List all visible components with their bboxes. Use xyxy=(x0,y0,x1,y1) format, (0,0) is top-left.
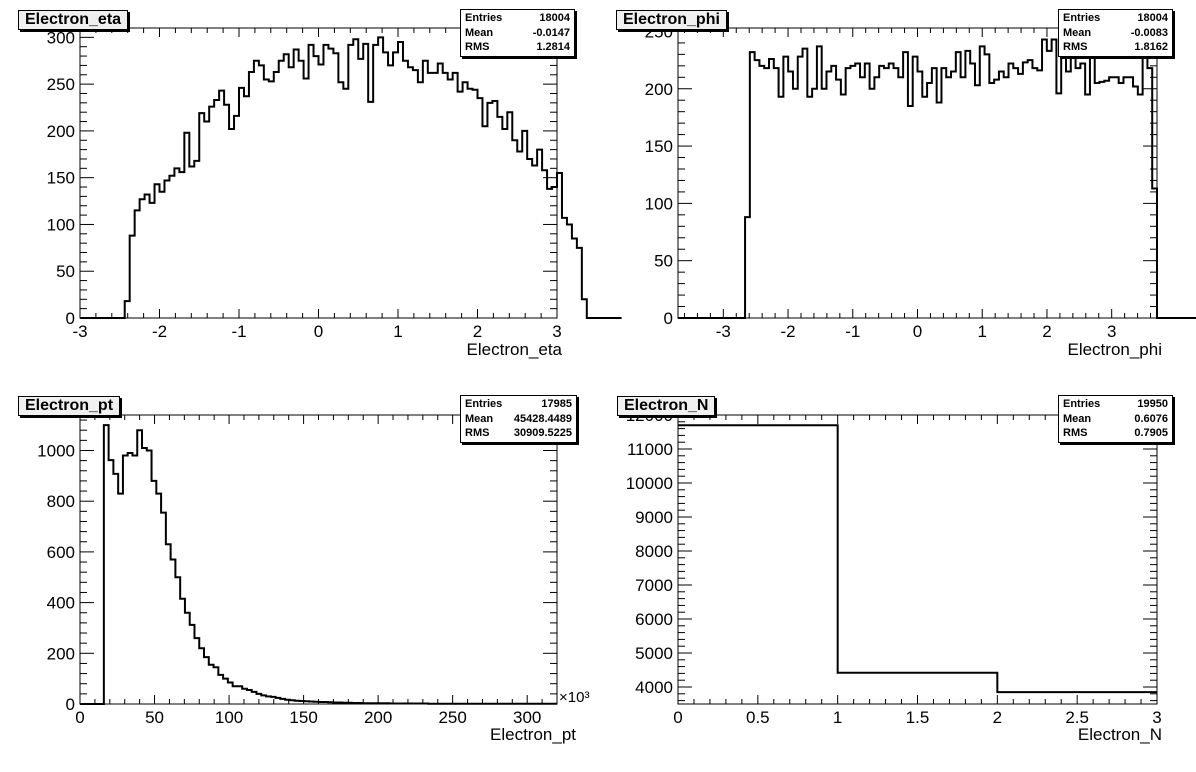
x-axis-title: Electron_phi xyxy=(1067,340,1162,359)
stats-row-entries: Entries 17985 xyxy=(465,398,572,410)
stats-row-rms: RMS 30909.5225 xyxy=(465,427,572,439)
x-axis-title: Electron_pt xyxy=(490,725,576,744)
x-tick-label: 100 xyxy=(215,708,243,727)
electron-eta-stats-box: Entries 18004 Mean -0.0147 RMS 1.2814 xyxy=(460,9,575,57)
y-tick-label: 0 xyxy=(664,309,673,328)
y-tick-label: 4000 xyxy=(635,678,673,697)
stats-row-entries: Entries 18004 xyxy=(465,12,570,24)
stats-row-mean: Mean -0.0083 xyxy=(1063,26,1168,39)
y-tick-label: 200 xyxy=(645,80,673,99)
x-tick-label: 2.5 xyxy=(1065,708,1089,727)
y-tick-label: 5000 xyxy=(635,644,673,663)
x-tick-label: 1.5 xyxy=(906,708,930,727)
x-tick-label: 3 xyxy=(552,322,561,341)
y-tick-label: 9000 xyxy=(635,508,673,527)
y-tick-label: 0 xyxy=(66,309,75,328)
y-tick-label: 11000 xyxy=(627,440,673,459)
y-tick-label: 0 xyxy=(66,695,75,714)
y-tick-label: 100 xyxy=(645,194,673,213)
y-tick-label: 200 xyxy=(47,122,75,141)
stats-row-mean: Mean 0.6076 xyxy=(1063,412,1168,425)
histogram-series xyxy=(80,36,622,319)
stats-row-rms: RMS 1.8162 xyxy=(1063,41,1168,53)
y-tick-label: 8000 xyxy=(635,542,673,561)
x-tick-label: 2 xyxy=(473,322,482,341)
x-tick-label: 250 xyxy=(438,708,466,727)
stats-row-entries: Entries 19950 xyxy=(1063,398,1168,410)
y-tick-label: 1000 xyxy=(37,441,75,460)
y-tick-label: 200 xyxy=(47,644,75,663)
electron-n-title: Electron_N xyxy=(617,396,716,416)
x-tick-label: 1 xyxy=(833,708,842,727)
x-tick-label: -2 xyxy=(152,322,167,341)
x-tick-label: 0 xyxy=(75,708,84,727)
plot-frame xyxy=(677,414,1158,705)
y-tick-label: 10000 xyxy=(626,474,673,493)
x-tick-label: 2 xyxy=(1042,322,1051,341)
x-tick-label: 0 xyxy=(913,322,922,341)
y-tick-label: 7000 xyxy=(635,576,673,595)
x-tick-label: 3 xyxy=(1152,708,1161,727)
x-tick-label: 150 xyxy=(289,708,317,727)
x-multiplier: ×10³ xyxy=(559,689,589,706)
x-tick-label: 200 xyxy=(364,708,392,727)
electron-eta-title: Electron_eta xyxy=(18,10,129,30)
x-tick-label: 300 xyxy=(513,708,541,727)
y-tick-label: 400 xyxy=(47,594,75,613)
y-tick-label: 150 xyxy=(645,137,673,156)
histogram-series xyxy=(678,424,1157,694)
x-tick-label: 1 xyxy=(393,322,402,341)
electron-pt-title: Electron_pt xyxy=(18,396,121,416)
x-tick-label: -3 xyxy=(72,322,87,341)
electron-n-stats-box: Entries 19950 Mean 0.6076 RMS 0.7905 xyxy=(1058,395,1173,443)
x-tick-label: -3 xyxy=(716,322,731,341)
x-tick-label: 0.5 xyxy=(746,708,770,727)
x-tick-label: 50 xyxy=(145,708,164,727)
x-tick-label: 1 xyxy=(977,322,986,341)
stats-row-rms: RMS 0.7905 xyxy=(1063,427,1168,439)
stats-row-mean: Mean -0.0147 xyxy=(465,26,570,39)
y-tick-label: 50 xyxy=(654,252,673,271)
y-tick-label: 600 xyxy=(47,543,75,562)
y-tick-label: 800 xyxy=(47,492,75,511)
x-tick-label: 3 xyxy=(1107,322,1116,341)
x-tick-label: -2 xyxy=(780,322,795,341)
stats-row-rms: RMS 1.2814 xyxy=(465,41,570,53)
histogram-series xyxy=(80,424,557,705)
y-tick-label: 100 xyxy=(47,215,75,234)
x-tick-label: -1 xyxy=(231,322,246,341)
x-tick-label: 0 xyxy=(314,322,323,341)
x-tick-label: 2 xyxy=(993,708,1002,727)
y-tick-label: 150 xyxy=(47,169,75,188)
y-tick-label: 6000 xyxy=(635,610,673,629)
histogram-series xyxy=(678,38,1196,319)
electron-pt-stats-box: Entries 17985 Mean 45428.4489 RMS 30909.522… xyxy=(460,395,577,443)
x-axis-title: Electron_eta xyxy=(467,340,563,359)
electron-phi-title: Electron_phi xyxy=(616,10,727,30)
x-tick-label: -1 xyxy=(845,322,860,341)
x-tick-label: 0 xyxy=(673,708,682,727)
stats-row-mean: Mean 45428.4489 xyxy=(465,412,572,425)
y-tick-label: 300 xyxy=(47,28,75,47)
y-tick-label: 250 xyxy=(47,75,75,94)
y-tick-label: 50 xyxy=(56,262,75,281)
electron-phi-stats-box: Entries 18004 Mean -0.0083 RMS 1.8162 xyxy=(1058,9,1173,57)
x-axis-title: Electron_N xyxy=(1078,725,1162,744)
stats-row-entries: Entries 18004 xyxy=(1063,12,1168,24)
